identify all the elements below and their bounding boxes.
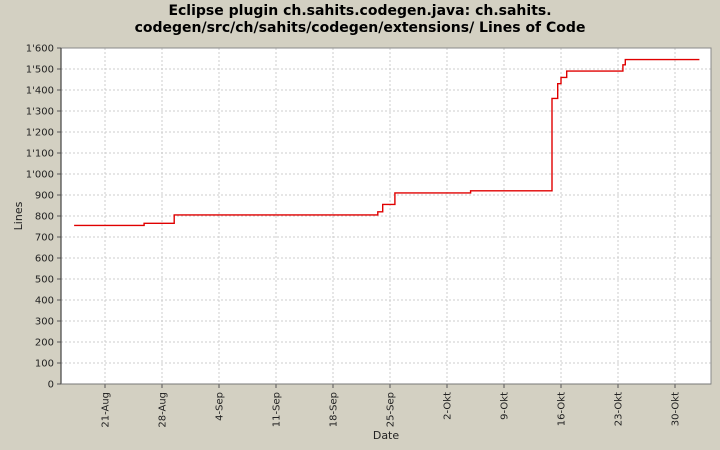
y-tick-label: 1'300: [26, 107, 54, 118]
y-tick-label: 0: [48, 380, 54, 391]
y-tick-label: 400: [35, 296, 54, 307]
x-tick-label: 25-Sep: [386, 392, 397, 427]
x-axis-title: Date: [373, 429, 400, 442]
x-tick-label: 2-Okt: [443, 392, 454, 420]
x-tick-label: 28-Aug: [158, 392, 169, 428]
x-tick-label: 11-Sep: [272, 392, 283, 427]
y-axis-title: Lines: [12, 201, 25, 230]
y-tick-label: 1'600: [26, 44, 54, 55]
chart-title: Eclipse plugin ch.sahits.codegen.java: c…: [0, 3, 720, 37]
x-tick-label: 30-Okt: [671, 392, 682, 426]
y-tick-label: 500: [35, 275, 54, 286]
x-tick-label: 18-Sep: [329, 392, 340, 427]
y-tick-label: 1'100: [26, 149, 54, 160]
x-tick-label: 4-Sep: [215, 392, 226, 421]
x-tick-label: 23-Okt: [614, 392, 625, 426]
y-tick-label: 1'200: [26, 128, 54, 139]
y-tick-label: 200: [35, 338, 54, 349]
chart-title-line2: codegen/src/ch/sahits/codegen/extensions…: [134, 20, 586, 36]
x-tick-label: 9-Okt: [500, 392, 511, 420]
y-tick-label: 700: [35, 233, 54, 244]
series-line-lines-of-code: [74, 58, 700, 227]
x-tick-label: 16-Okt: [557, 392, 568, 426]
y-tick-label: 800: [35, 212, 54, 223]
y-tick-label: 1'500: [26, 65, 54, 76]
x-tick-label: 21-Aug: [101, 392, 112, 428]
y-tick-label: 100: [35, 359, 54, 370]
y-tick-label: 300: [35, 317, 54, 328]
y-tick-label: 900: [35, 191, 54, 202]
chart-title-line1: Eclipse plugin ch.sahits.codegen.java: c…: [168, 3, 552, 19]
y-tick-label: 600: [35, 254, 54, 265]
y-tick-label: 1'000: [26, 170, 54, 181]
y-tick-label: 1'400: [26, 86, 54, 97]
